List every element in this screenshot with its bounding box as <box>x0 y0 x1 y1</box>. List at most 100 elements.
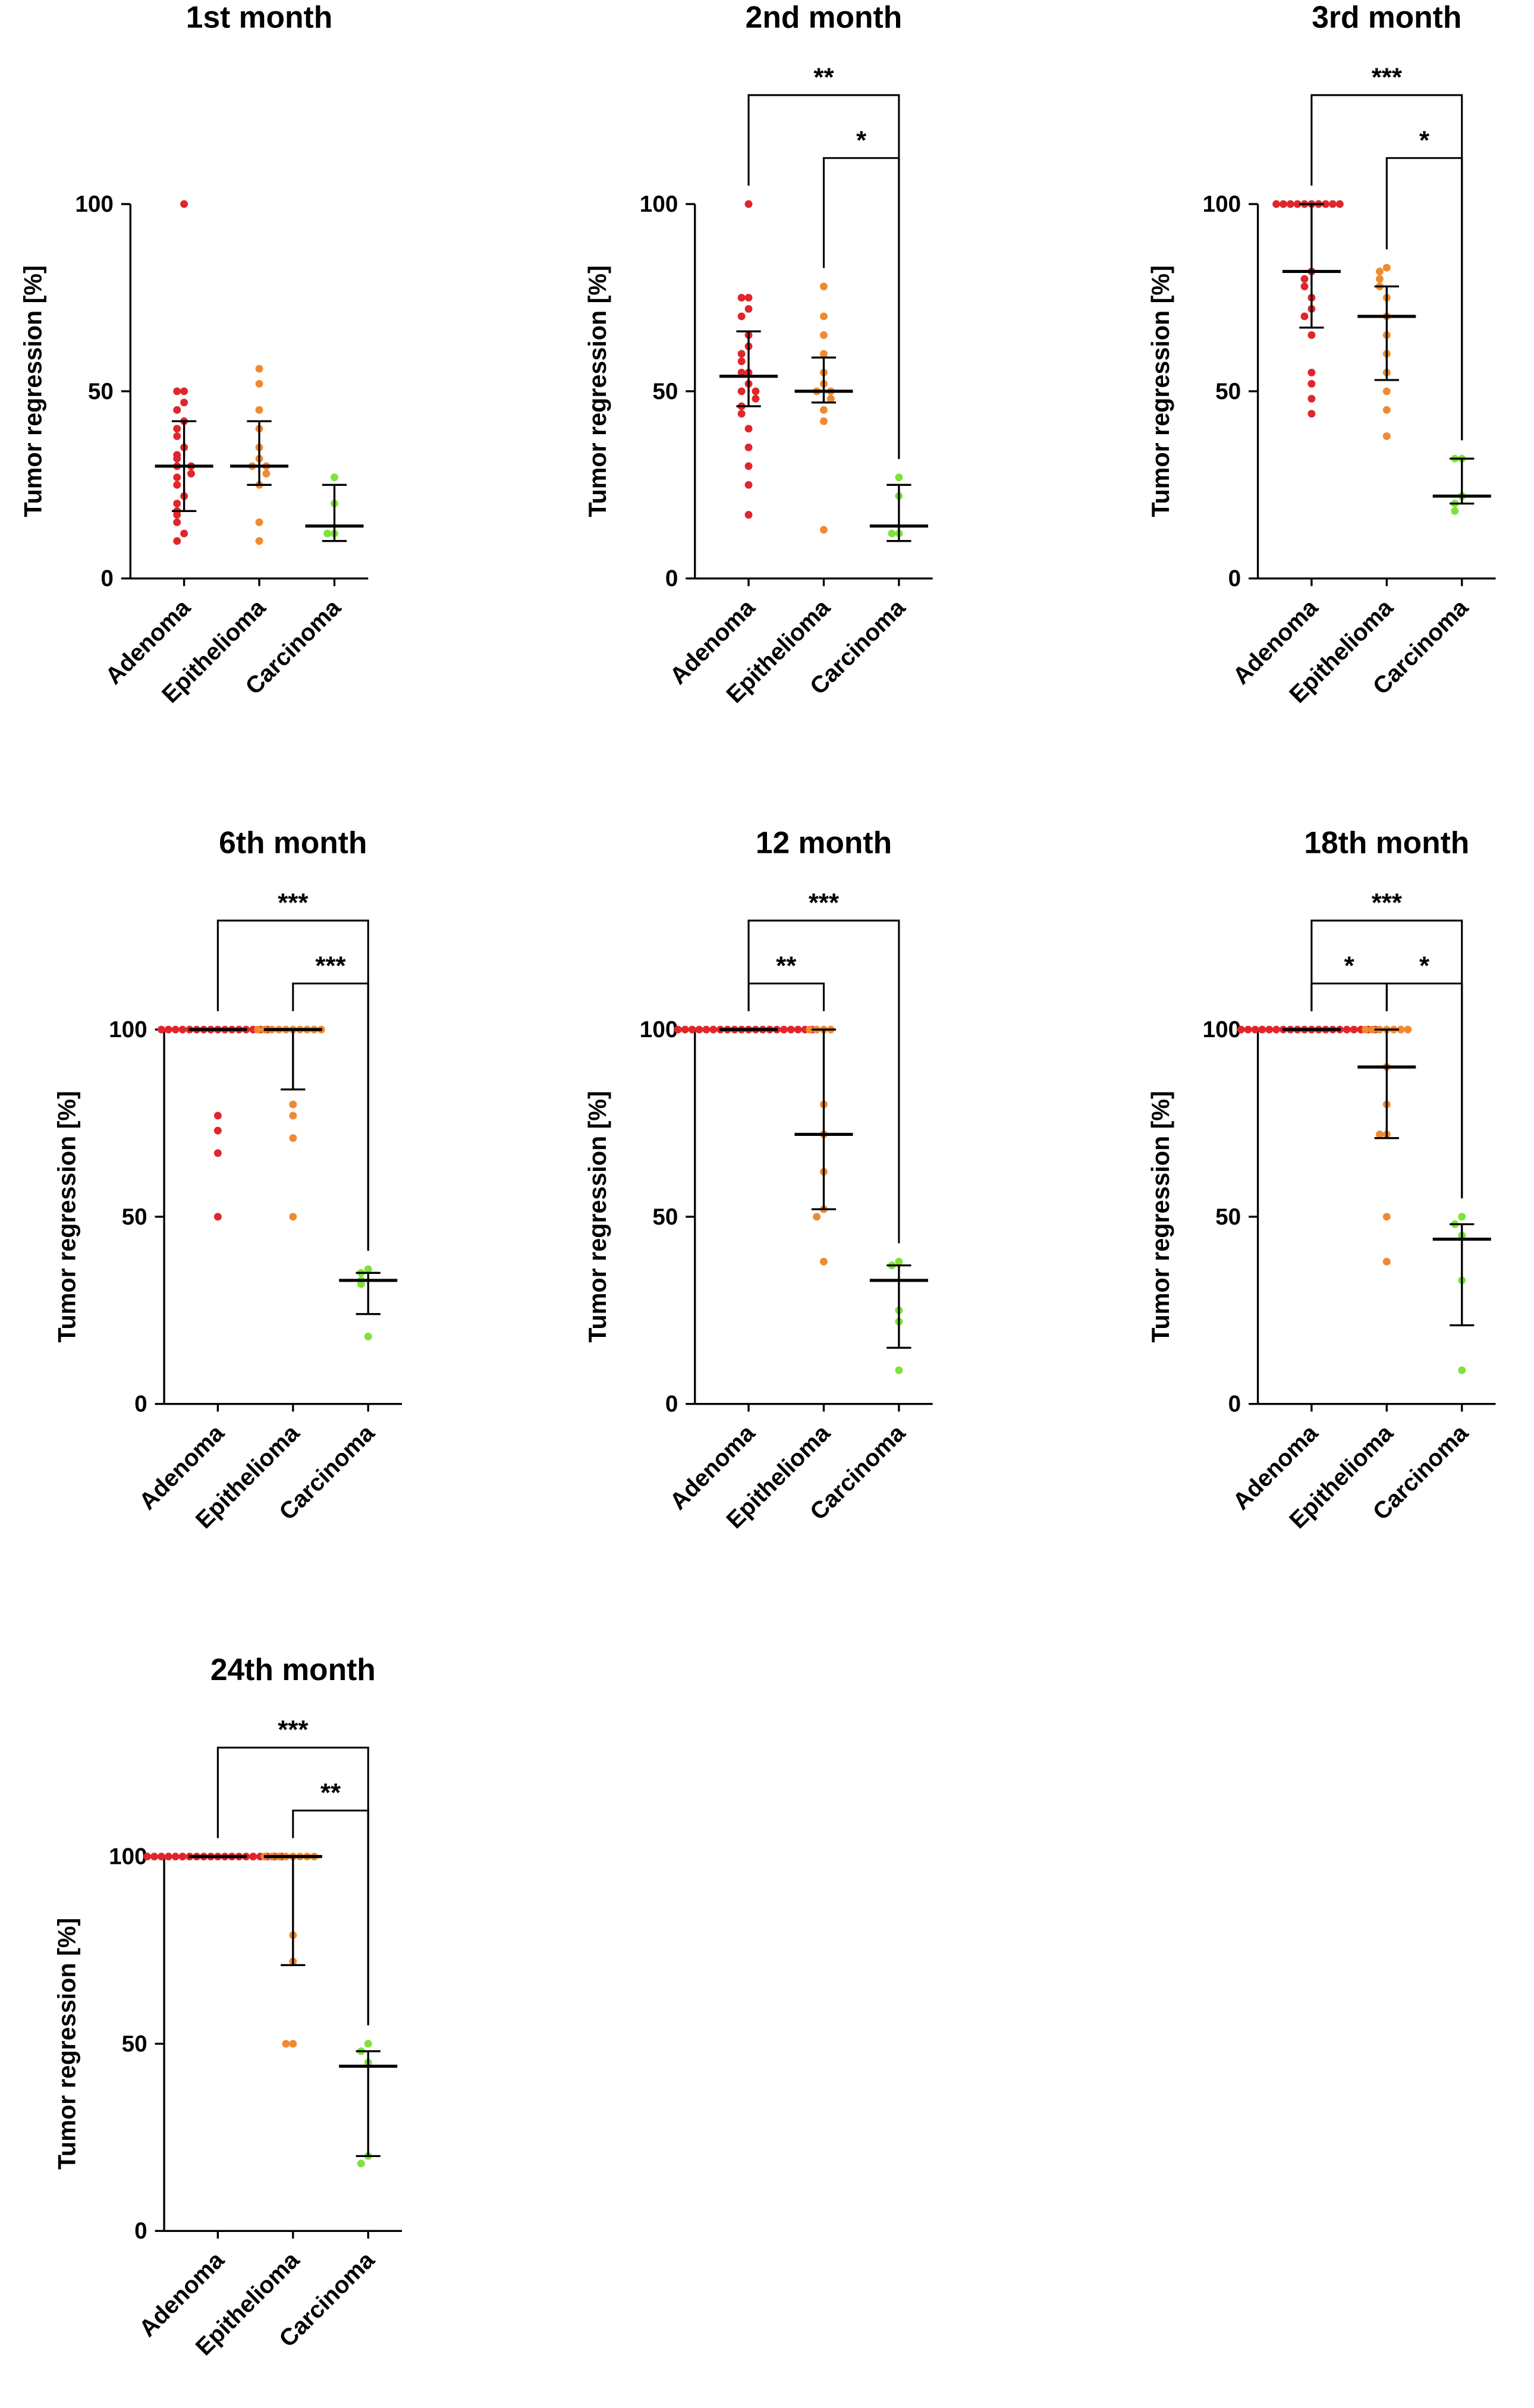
data-point <box>1293 200 1302 208</box>
significance-label: *** <box>1372 62 1403 92</box>
y-axis-label: Tumor regression [%] <box>53 1091 80 1342</box>
data-point <box>820 526 828 534</box>
data-point <box>289 1100 297 1109</box>
data-point <box>813 1213 821 1221</box>
data-point <box>681 1025 689 1034</box>
data-point <box>895 1366 903 1374</box>
significance-bracket <box>1385 982 1463 1198</box>
significance-bracket <box>292 1809 369 2026</box>
data-point <box>164 1025 172 1034</box>
data-point <box>187 469 195 478</box>
y-axis-label: Tumor regression [%] <box>53 1918 80 2170</box>
data-point <box>1300 275 1309 283</box>
data-point <box>1307 368 1316 376</box>
data-point <box>1369 1025 1377 1034</box>
data-point <box>254 1025 262 1034</box>
y-tick-label: 50 <box>88 379 114 404</box>
data-point <box>1307 379 1316 388</box>
data-point <box>737 357 746 365</box>
data-point <box>1404 1025 1412 1034</box>
data-point <box>744 481 753 489</box>
data-point <box>173 500 181 508</box>
y-tick-label: 50 <box>1215 1204 1241 1230</box>
chart-title: 12 month <box>756 825 892 859</box>
significance-label: *** <box>809 889 840 918</box>
data-point <box>1272 200 1280 208</box>
data-point <box>1397 1025 1405 1034</box>
data-point <box>820 1258 828 1266</box>
significance-label: * <box>1419 125 1430 155</box>
significance-label: *** <box>315 951 346 980</box>
data-point <box>1458 1213 1466 1221</box>
significance-bracket <box>747 919 900 1244</box>
chart-title: 24th month <box>210 1652 376 1687</box>
significance-label: ** <box>320 1778 341 1807</box>
data-point <box>357 1280 365 1288</box>
data-point <box>1322 200 1330 208</box>
data-point <box>255 518 263 526</box>
data-point <box>173 473 181 482</box>
data-point <box>289 2040 297 2048</box>
data-point <box>1362 1025 1370 1034</box>
data-point <box>249 1853 257 1861</box>
data-point <box>820 406 828 414</box>
data-point <box>180 398 188 407</box>
y-tick-label: 0 <box>1228 1392 1241 1417</box>
data-point <box>1265 1025 1274 1034</box>
data-point <box>171 1853 180 1861</box>
data-point <box>737 387 746 395</box>
data-point <box>744 462 753 470</box>
data-point <box>262 469 271 478</box>
data-point <box>794 1025 802 1034</box>
data-point <box>173 387 181 395</box>
data-point <box>737 410 746 418</box>
data-point <box>1375 1130 1384 1138</box>
data-point <box>1382 432 1391 440</box>
data-point <box>289 1134 297 1142</box>
data-point <box>695 1025 703 1034</box>
data-point <box>255 537 263 545</box>
data-point <box>1329 200 1337 208</box>
y-tick-label: 100 <box>109 1844 147 1870</box>
data-point <box>173 425 181 433</box>
data-point <box>180 387 188 395</box>
data-point <box>173 511 181 519</box>
data-point <box>357 2159 365 2168</box>
y-tick-label: 50 <box>122 2031 147 2057</box>
data-point <box>364 1265 372 1273</box>
data-point <box>364 2040 372 2048</box>
data-point <box>213 1126 222 1135</box>
y-tick-label: 0 <box>134 2218 147 2244</box>
y-tick-label: 0 <box>100 566 114 592</box>
data-point <box>1307 331 1316 339</box>
data-point <box>737 294 746 302</box>
data-point <box>895 473 903 482</box>
data-point <box>173 537 181 545</box>
data-point <box>1343 1025 1351 1034</box>
data-point <box>213 1112 222 1120</box>
data-point <box>1335 200 1344 208</box>
data-point <box>779 1025 788 1034</box>
data-point <box>282 2040 290 2048</box>
data-point <box>1350 1025 1358 1034</box>
y-axis-label: Tumor regression [%] <box>20 265 47 517</box>
y-axis-label: Tumor regression [%] <box>1147 265 1174 517</box>
data-point <box>323 529 332 538</box>
data-point <box>1244 1025 1252 1034</box>
y-tick-label: 100 <box>640 191 678 217</box>
data-point <box>171 1025 180 1034</box>
data-point <box>1375 275 1384 283</box>
data-point <box>1375 267 1384 275</box>
significance-bracket <box>822 157 900 459</box>
data-point <box>1251 1025 1259 1034</box>
significance-bracket <box>747 94 900 459</box>
data-point <box>895 1258 903 1266</box>
y-tick-label: 100 <box>109 1017 147 1043</box>
data-point <box>289 1112 297 1120</box>
data-point <box>820 312 828 321</box>
data-point <box>787 1025 795 1034</box>
significance-label: ** <box>813 62 834 92</box>
data-point <box>1300 312 1309 321</box>
data-point <box>173 432 181 440</box>
data-point <box>173 481 181 489</box>
